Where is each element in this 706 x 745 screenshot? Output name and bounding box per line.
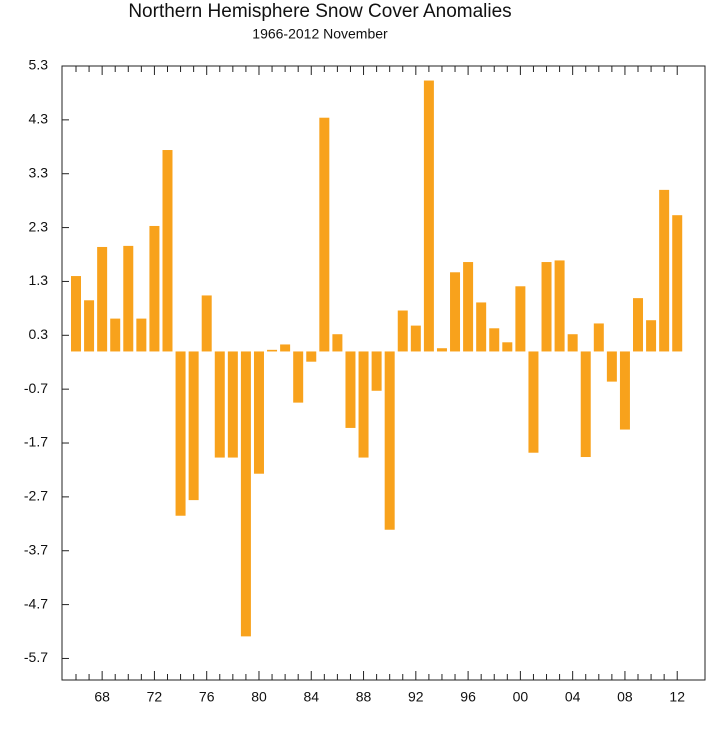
bar <box>463 262 474 352</box>
bar <box>541 262 552 352</box>
x-tick-label: 80 <box>251 689 267 705</box>
y-tick-label: -0.7 <box>24 380 48 396</box>
bar <box>280 344 291 352</box>
bar <box>502 342 513 352</box>
bar <box>489 328 500 352</box>
y-tick-label: 5.3 <box>29 57 49 73</box>
bar <box>593 323 604 352</box>
bar <box>267 349 278 352</box>
y-tick-label: 1.3 <box>29 272 49 288</box>
bar <box>306 351 317 362</box>
bar <box>659 189 670 352</box>
x-tick-label: 72 <box>147 689 163 705</box>
bar <box>201 295 212 352</box>
bar <box>345 351 356 428</box>
x-tick-label: 76 <box>199 689 215 705</box>
bar <box>136 318 147 352</box>
bar <box>554 260 565 352</box>
bar <box>476 302 487 352</box>
bar <box>567 334 578 352</box>
bar <box>253 351 264 474</box>
y-tick-label: 4.3 <box>29 111 49 127</box>
x-tick-label: 88 <box>356 689 372 705</box>
bar <box>606 351 617 382</box>
bar <box>672 215 683 352</box>
bar <box>528 351 539 453</box>
chart-subtitle: 1966-2012 November <box>252 26 388 42</box>
bar <box>423 80 434 352</box>
bar <box>240 351 251 637</box>
x-tick-label: 92 <box>408 689 424 705</box>
y-tick-label: 3.3 <box>29 164 49 180</box>
bar <box>110 318 121 352</box>
bar <box>123 245 134 352</box>
bar <box>633 298 644 352</box>
y-tick-label: -1.7 <box>24 434 48 450</box>
bar <box>410 325 421 352</box>
bar <box>580 351 591 458</box>
bar <box>175 351 186 516</box>
bar <box>84 300 95 352</box>
bar <box>450 272 461 352</box>
bar <box>97 246 108 352</box>
bar <box>214 351 225 458</box>
chart-title: Northern Hemisphere Snow Cover Anomalies <box>128 1 511 22</box>
bar <box>358 351 369 458</box>
bar <box>436 348 447 352</box>
bar <box>227 351 238 458</box>
bar <box>332 334 343 352</box>
y-tick-label: -5.7 <box>24 649 48 665</box>
bar <box>319 117 330 352</box>
x-tick-label: 96 <box>460 689 476 705</box>
bar <box>188 351 199 501</box>
y-tick-label: 0.3 <box>29 326 49 342</box>
x-tick-label: 00 <box>513 689 529 705</box>
x-tick-label: 84 <box>303 689 319 705</box>
x-tick-label: 68 <box>94 689 110 705</box>
bar <box>646 320 657 352</box>
plot-frame <box>61 65 706 681</box>
bar <box>162 150 173 352</box>
bar <box>71 276 81 352</box>
y-tick-label: 2.3 <box>29 218 49 234</box>
bar <box>384 351 395 530</box>
bar <box>619 351 630 430</box>
y-tick-label: -4.7 <box>24 595 48 611</box>
bar <box>371 351 382 391</box>
x-tick-label: 12 <box>669 689 685 705</box>
bar <box>293 351 304 403</box>
y-tick-label: -2.7 <box>24 488 48 504</box>
bar <box>149 225 160 352</box>
bar <box>397 310 408 352</box>
bar <box>515 286 526 352</box>
y-tick-label: -3.7 <box>24 541 48 557</box>
x-tick-label: 08 <box>617 689 633 705</box>
x-tick-label: 04 <box>565 689 581 705</box>
